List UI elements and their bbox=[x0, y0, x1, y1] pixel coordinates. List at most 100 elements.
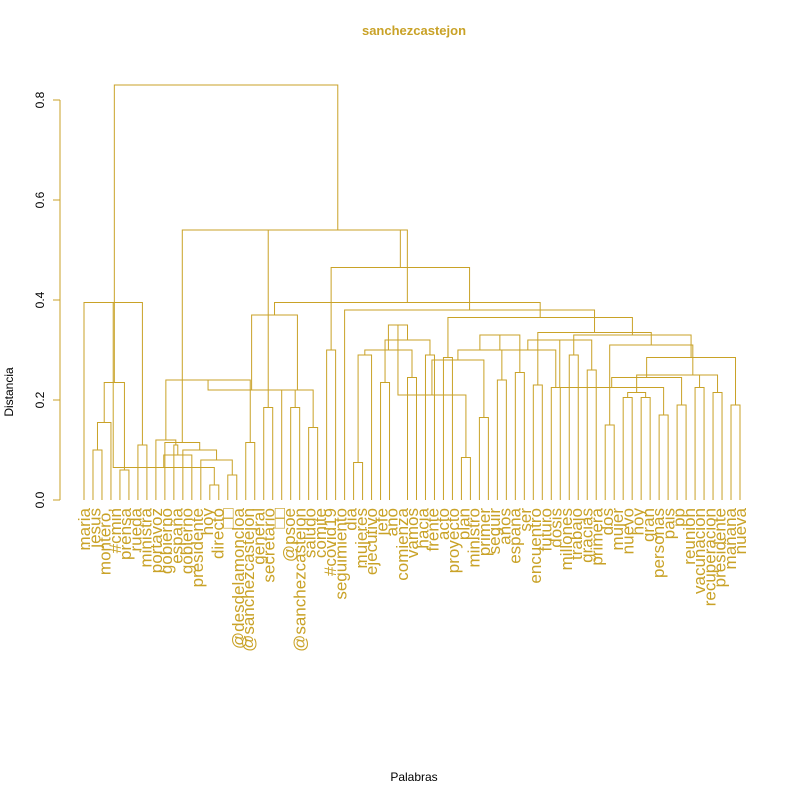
leaf-label: mañana bbox=[721, 507, 740, 569]
leaf-label: presidente bbox=[188, 508, 207, 587]
dendrogram-link bbox=[640, 397, 651, 500]
dendrogram-link bbox=[344, 309, 596, 500]
leaf-label: gracias bbox=[577, 508, 596, 563]
leaf-label: @psoe bbox=[280, 508, 299, 562]
dendrogram-link bbox=[263, 407, 274, 500]
dendrogram-link bbox=[173, 444, 179, 500]
dendrogram-link bbox=[457, 349, 503, 380]
y-axis-label: Distancia bbox=[2, 367, 16, 417]
leaf-label: dia bbox=[342, 507, 361, 530]
dendrogram-link bbox=[550, 387, 561, 500]
leaf-label: pais bbox=[659, 508, 678, 539]
y-tick-label: 0.6 bbox=[33, 191, 47, 208]
leaf-label: ser bbox=[516, 508, 535, 532]
leaf-label: @sanchezcastejon bbox=[290, 508, 309, 652]
dendrogram-link bbox=[181, 229, 401, 443]
y-axis: 0.0 0.2 0.4 0.6 0.8 bbox=[33, 91, 61, 508]
leaf-label: #covid19 bbox=[321, 508, 340, 576]
y-tick-label: 0.0 bbox=[33, 491, 47, 508]
dendrogram-link bbox=[290, 407, 301, 500]
leaf-label: trabajo bbox=[567, 508, 586, 560]
leaf-label: espana bbox=[506, 507, 525, 563]
y-tick-label: 0.2 bbox=[33, 391, 47, 408]
leaf-label: □□ bbox=[270, 508, 289, 529]
dendrogram-link bbox=[96, 422, 112, 500]
leaf-label: plan bbox=[454, 508, 473, 540]
leaf-label: españa bbox=[167, 507, 186, 563]
dendrogram-link bbox=[627, 392, 647, 398]
dendrogram-link bbox=[137, 444, 148, 500]
dendrogram-link bbox=[92, 449, 103, 500]
leaf-label: prensa bbox=[116, 507, 135, 560]
leaf-label: maria bbox=[75, 507, 94, 550]
dendrogram-link bbox=[245, 442, 256, 500]
dendrogram-link bbox=[330, 267, 471, 350]
leaf-label: primera bbox=[588, 507, 607, 565]
leaf-label: comienza bbox=[393, 507, 412, 580]
leaf-label: nuevo bbox=[618, 508, 637, 554]
leaf-label: gobierno bbox=[178, 508, 197, 574]
dendrogram-link bbox=[668, 374, 719, 393]
leaf-label: años bbox=[495, 508, 514, 545]
dendrogram-link bbox=[182, 449, 218, 500]
leaf-label: primer bbox=[475, 508, 494, 557]
dendrogram-link bbox=[357, 354, 373, 500]
leaf-label: mujer bbox=[608, 508, 627, 551]
leaf-label: encuentro bbox=[526, 508, 545, 584]
leaf-label: ministra bbox=[137, 507, 156, 567]
dendrogram-link bbox=[384, 339, 431, 383]
leaf-label: ano bbox=[383, 508, 402, 536]
y-tick-label: 0.8 bbox=[33, 91, 47, 108]
leaf-label: vacunacion bbox=[690, 508, 709, 594]
leaf-label: comite bbox=[311, 508, 330, 558]
leaf-label: pp bbox=[670, 508, 689, 527]
leaf-label: rueda bbox=[126, 507, 145, 551]
dendrogram-link bbox=[227, 474, 238, 500]
leaf-label: montero, bbox=[96, 508, 115, 575]
y-tick-label: 0.4 bbox=[33, 291, 47, 308]
chart-title: sanchezcastejon bbox=[362, 23, 466, 38]
dendrogram-link bbox=[532, 384, 543, 500]
leaf-label: jesus bbox=[85, 508, 104, 549]
dendrogram-link bbox=[460, 457, 471, 500]
dendrogram-link bbox=[308, 427, 319, 500]
dendrogram-link bbox=[442, 357, 453, 500]
leaf-label: gobierno bbox=[157, 508, 176, 574]
leaf-label: #cmin bbox=[106, 508, 125, 553]
x-axis-label: Palabras bbox=[390, 770, 437, 784]
dendrogram-link bbox=[326, 349, 337, 500]
leaf-label: portavoz bbox=[147, 508, 166, 573]
leaf-label: @sanchezcastejon bbox=[239, 508, 258, 652]
dendrogram-link bbox=[568, 354, 579, 500]
leaf-label: frente bbox=[424, 508, 443, 551]
dendrogram-link bbox=[694, 387, 705, 500]
leaf-label: proyecto bbox=[444, 508, 463, 573]
leaf-label: dos bbox=[598, 508, 617, 535]
leaf-label: secretario bbox=[260, 508, 279, 583]
leaf-label: personas bbox=[649, 508, 668, 578]
dendrogram-link bbox=[478, 417, 489, 500]
leaf-label: □□ bbox=[219, 508, 238, 529]
leaf-label: ministro bbox=[465, 508, 484, 568]
dendrogram-link bbox=[380, 382, 391, 500]
dendrogram-link bbox=[251, 314, 298, 390]
leaf-label: general bbox=[249, 508, 268, 565]
dendrogram-link bbox=[164, 442, 201, 500]
dendrogram-link bbox=[712, 392, 723, 500]
leaf-label: futuro bbox=[536, 508, 555, 551]
dendrogram-link bbox=[163, 454, 193, 500]
leaf-label: mujeres bbox=[352, 508, 371, 568]
leaf-label: @desdelamoncloa bbox=[229, 507, 248, 649]
dendrogram-link bbox=[496, 379, 507, 500]
leaf-label: seguimiento bbox=[331, 508, 350, 600]
dendrogram-links bbox=[83, 84, 741, 500]
dendrogram-link bbox=[113, 84, 339, 383]
leaf-labels: mariajesusmontero,#cminprensaruedaminist… bbox=[75, 507, 750, 651]
leaf-label: millones bbox=[557, 508, 576, 570]
dendrogram-link bbox=[514, 372, 525, 500]
leaf-label: dosis bbox=[547, 508, 566, 548]
leaf-label: seguir bbox=[485, 508, 504, 555]
leaf-label: directo bbox=[208, 508, 227, 559]
leaf-label: hacia bbox=[413, 507, 432, 548]
